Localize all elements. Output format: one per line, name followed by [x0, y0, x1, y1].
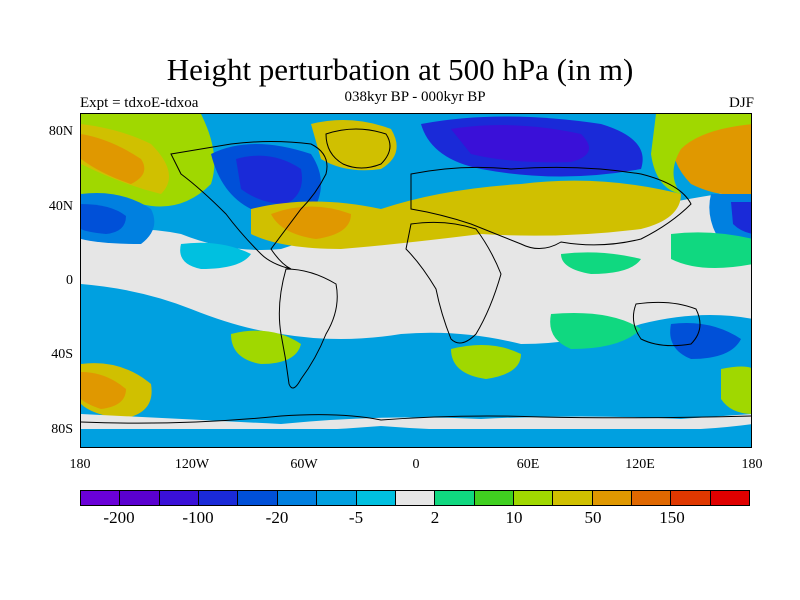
lat-label-80s: 80S: [51, 422, 73, 437]
colorbar-segment: [474, 491, 514, 505]
colorbar-label: 2: [430, 508, 440, 527]
colorbar-segment: [395, 491, 436, 505]
lat-label-0: 0: [66, 273, 73, 288]
lon-label-0: 0: [412, 457, 420, 472]
colorbar-segment: [513, 491, 554, 505]
coastlines: [81, 128, 751, 424]
s-pacific-orange: [81, 372, 126, 409]
lon-label-60e: 60E: [516, 457, 540, 472]
colorbar-label: -100: [182, 508, 214, 527]
e-pacific-dark: [731, 202, 751, 234]
colorbar-segment: [120, 491, 160, 505]
colorbar-segment: [238, 491, 278, 505]
colorbar-label: 150: [659, 508, 685, 527]
colorbar-segment: [159, 491, 200, 505]
trop-cyan-1: [180, 242, 251, 269]
colorbar-label: -5: [348, 508, 364, 527]
eurasia-core: [451, 125, 589, 163]
colorbar-label: -200: [103, 508, 135, 527]
s-indian-green: [550, 313, 641, 349]
colorbar-segment: [356, 491, 396, 505]
colorbar-segment: [632, 491, 672, 505]
colorbar-segment: [81, 491, 121, 505]
lat-label-40n: 40N: [48, 199, 73, 214]
colorbar-segment: [277, 491, 318, 505]
midlat-yellow-band: [251, 180, 681, 249]
lat-label-40s: 40S: [51, 347, 73, 362]
colorbar-segment: [592, 491, 633, 505]
s-indian-yellow: [451, 345, 521, 379]
map-panel: [80, 113, 752, 448]
africa-coast: [405, 221, 502, 344]
height-perturbation-field: [81, 114, 751, 447]
lon-label-120w: 120W: [174, 457, 210, 472]
lon-label-180e: 180: [741, 457, 763, 472]
n-pacific-red: [81, 134, 145, 184]
colorbar-segment: [671, 491, 711, 505]
s-atlantic-yellow: [231, 330, 301, 364]
lat-label-80n: 80N: [48, 124, 73, 139]
colorbar-segment: [435, 491, 475, 505]
colorbar-segment: [199, 491, 239, 505]
n-america-dark: [236, 155, 302, 204]
s-pacific-blue: [670, 323, 741, 359]
colorbar-segment: [317, 491, 357, 505]
season-label: DJF: [728, 95, 754, 111]
figure-title: Height perturbation at 500 hPa (in m): [166, 52, 634, 87]
colorbar: [80, 490, 750, 506]
trop-green-1: [561, 252, 641, 274]
colorbar-segment: [710, 491, 750, 505]
colorbar-label: -20: [265, 508, 289, 527]
greenland-coast: [325, 128, 391, 169]
south-america-coast: [278, 268, 338, 389]
southern-gray-band: [81, 414, 751, 433]
s-band-cyan: [81, 284, 751, 447]
atlantic-orange: [271, 206, 351, 239]
lon-label-180w: 180: [69, 457, 91, 472]
eurasia-coast: [410, 166, 692, 249]
colorbar-label: 50: [584, 508, 602, 527]
antarctic-cyan: [81, 429, 751, 447]
trop-green-2: [671, 232, 751, 268]
figure-subtitle: 038kyr BP - 000kyr BP: [344, 89, 486, 105]
lon-label-60w: 60W: [290, 457, 318, 472]
ne-pacific-yellow: [651, 114, 751, 194]
australia-coast: [632, 301, 701, 347]
pacific-blue-40n-core: [81, 204, 126, 234]
experiment-label: Expt = tdxoE-tdxoa: [80, 95, 199, 111]
colorbar-segment: [553, 491, 593, 505]
north-america-coast: [170, 141, 328, 270]
se-pacific-yellow: [721, 366, 751, 414]
lon-label-120e: 120E: [625, 457, 655, 472]
colorbar-label: 10: [505, 508, 523, 527]
antarctica-coast: [81, 414, 751, 424]
